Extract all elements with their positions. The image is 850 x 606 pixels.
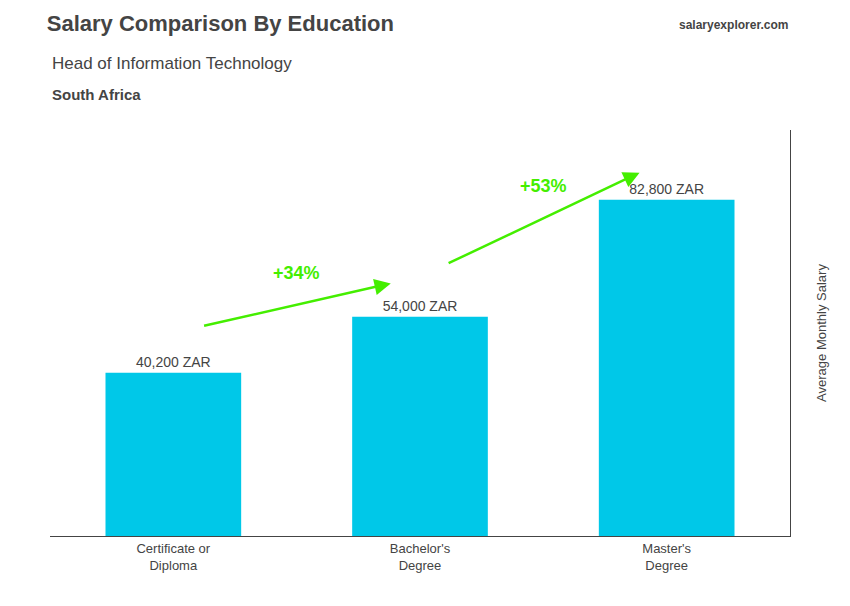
svg-text:Master'sDegree: Master'sDegree xyxy=(642,541,691,573)
svg-text:Bachelor'sDegree: Bachelor'sDegree xyxy=(390,541,451,573)
svg-text:salaryexplorer.com: salaryexplorer.com xyxy=(679,18,788,32)
svg-text:54,000 ZAR: 54,000 ZAR xyxy=(383,298,458,314)
svg-text:Head of Information Technology: Head of Information Technology xyxy=(52,54,292,73)
svg-text:Average Monthly Salary: Average Monthly Salary xyxy=(814,264,829,402)
svg-text:+34%: +34% xyxy=(273,263,320,283)
svg-text:South Africa: South Africa xyxy=(52,86,141,103)
svg-text:+53%: +53% xyxy=(520,176,567,196)
svg-text:40,200 ZAR: 40,200 ZAR xyxy=(136,354,211,370)
svg-text:Salary Comparison By Education: Salary Comparison By Education xyxy=(47,11,394,36)
svg-text:Certificate orDiploma: Certificate orDiploma xyxy=(136,541,210,573)
svg-text:82,800 ZAR: 82,800 ZAR xyxy=(629,181,704,197)
